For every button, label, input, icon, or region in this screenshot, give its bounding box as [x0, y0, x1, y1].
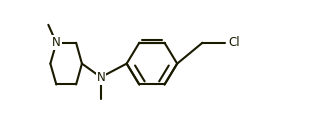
Text: N: N [52, 36, 61, 49]
Text: Cl: Cl [228, 36, 240, 49]
Text: N: N [96, 71, 105, 84]
